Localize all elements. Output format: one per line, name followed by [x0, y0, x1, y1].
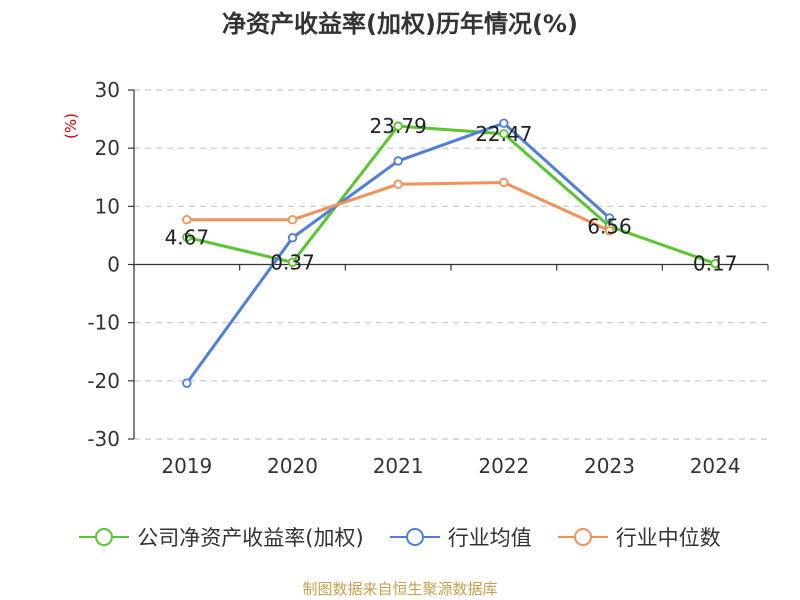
data-point	[393, 156, 403, 166]
legend-item-industry-median[interactable]: 行业中位数	[557, 522, 721, 552]
data-label: 0.17	[693, 252, 738, 276]
axes: 30 20 10 0 -10 -20 -30 2019 2020 2021 2022 2023 2024	[87, 78, 769, 478]
data-point	[393, 121, 403, 131]
data-label: 6.56	[587, 214, 632, 238]
data-point	[499, 129, 509, 139]
series-line	[186, 124, 716, 265]
data-label: 0.37	[270, 250, 315, 274]
data-point	[182, 215, 192, 225]
x-tick-label: 2023	[584, 454, 635, 478]
data-label: 23.79	[370, 114, 427, 138]
y-tick-label: -10	[87, 311, 120, 335]
x-tick-label: 2022	[478, 454, 529, 478]
data-point	[499, 118, 509, 128]
x-tick-label: 2019	[161, 454, 212, 478]
legend: 公司净资产收益率(加权) 行业均值 行业中位数	[0, 520, 800, 554]
legend-item-industry-mean[interactable]: 行业均值	[389, 522, 532, 552]
y-tick-label: 0	[107, 253, 120, 277]
data-point	[604, 213, 615, 223]
legend-line-circle-icon	[79, 528, 130, 546]
data-point	[499, 177, 509, 188]
legend-line-circle-icon	[557, 528, 608, 546]
data-point	[710, 258, 720, 269]
legend-line-circle-icon	[389, 528, 440, 546]
data-point	[287, 215, 298, 225]
series-group	[182, 118, 720, 388]
legend-item-company[interactable]: 公司净资产收益率(加权)	[79, 522, 364, 552]
legend-label: 行业中位数	[615, 526, 721, 550]
y-tick-label: 10	[95, 194, 120, 218]
x-tick-label: 2021	[373, 454, 424, 478]
data-point	[604, 226, 615, 236]
chart-title: 净资产收益率(加权)历年情况(%)	[222, 10, 578, 38]
y-tick-label: 30	[95, 78, 120, 102]
y-axis-label: (%)	[62, 113, 80, 139]
legend-label: 行业均值	[447, 526, 532, 550]
data-point	[287, 233, 298, 243]
legend-label: 公司净资产收益率(加权)	[137, 526, 364, 550]
y-tick-label: -30	[87, 427, 120, 451]
data-labels: 4.67 0.37 23.79 22.47 6.56 0.17	[165, 114, 738, 275]
data-point	[287, 257, 298, 268]
x-tick-label: 2024	[690, 454, 741, 478]
data-point	[182, 378, 192, 388]
grid-lines	[134, 89, 768, 440]
source-note: 制图数据来自恒生聚源数据库	[302, 580, 498, 598]
data-point	[182, 232, 192, 243]
y-tick-label: 20	[95, 136, 120, 160]
x-tick-label: 2020	[267, 454, 318, 478]
data-label: 4.67	[165, 225, 210, 249]
y-tick-label: -20	[87, 369, 120, 393]
data-label: 22.47	[475, 122, 532, 146]
data-point	[393, 179, 403, 189]
